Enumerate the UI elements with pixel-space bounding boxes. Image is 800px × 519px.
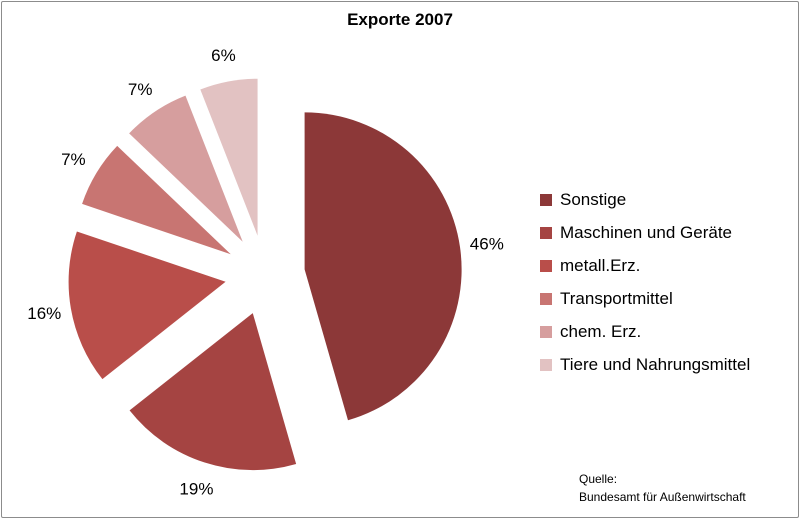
legend-label: Maschinen und Geräte bbox=[560, 222, 732, 242]
pie-slice-6 bbox=[200, 78, 258, 236]
pie-slice-4 bbox=[82, 145, 231, 255]
pie-slice-5 bbox=[129, 95, 243, 242]
legend-swatch bbox=[540, 193, 552, 206]
pie-slice-2 bbox=[129, 313, 297, 471]
source-label: Quelle: bbox=[579, 472, 618, 486]
legend-swatch bbox=[540, 259, 552, 272]
legend-label: Tiere und Nahrungsmittel bbox=[560, 354, 751, 374]
legend-swatch bbox=[540, 292, 552, 305]
pie-slice-3 bbox=[68, 231, 226, 380]
pie-slice-1 bbox=[304, 112, 462, 421]
data-label: 16% bbox=[27, 304, 61, 323]
data-label: 46% bbox=[470, 235, 504, 254]
legend-swatch bbox=[540, 325, 552, 338]
legend-item: Tiere und Nahrungsmittel bbox=[540, 348, 750, 381]
legend-item: Transportmittel bbox=[540, 282, 750, 315]
data-label: 7% bbox=[61, 150, 86, 169]
source-note: Quelle: Bundesamt für Außenwirtschaft bbox=[579, 470, 746, 506]
legend-item: Sonstige bbox=[540, 183, 750, 216]
legend-label: Transportmittel bbox=[560, 288, 673, 308]
data-label: 19% bbox=[179, 479, 213, 498]
legend-label: Sonstige bbox=[560, 189, 627, 209]
legend-label: chem. Erz. bbox=[560, 321, 642, 341]
legend-item: metall.Erz. bbox=[540, 249, 750, 282]
source-text: Bundesamt für Außenwirtschaft bbox=[579, 490, 746, 504]
legend-label: metall.Erz. bbox=[560, 255, 641, 275]
chart-title: Exporte 2007 bbox=[347, 10, 453, 29]
legend: Sonstige Maschinen und Geräte metall.Erz. T… bbox=[540, 183, 750, 381]
data-label: 6% bbox=[211, 46, 236, 65]
legend-item: Maschinen und Geräte bbox=[540, 216, 750, 249]
legend-swatch bbox=[540, 226, 552, 239]
legend-swatch bbox=[540, 358, 552, 371]
legend-item: chem. Erz. bbox=[540, 315, 750, 348]
data-label: 7% bbox=[128, 80, 153, 99]
